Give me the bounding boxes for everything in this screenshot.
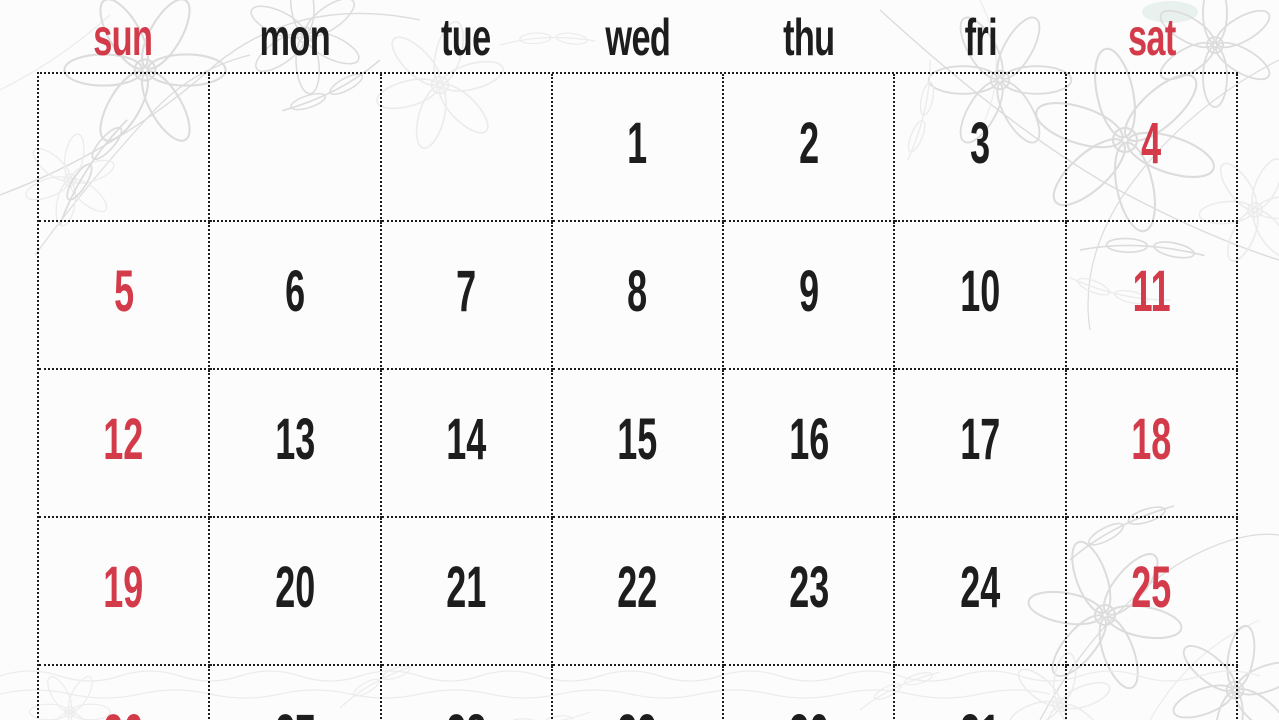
day-cell-29: 29: [553, 666, 725, 720]
date-label: 17: [960, 407, 1001, 472]
day-cell-20: 20: [210, 518, 382, 666]
day-cell-21: 21: [381, 518, 553, 666]
date-label: 22: [617, 555, 658, 620]
weekday-sun: sun: [93, 9, 153, 67]
day-cell-9: 9: [724, 222, 896, 370]
date-label: 21: [446, 555, 487, 620]
day-cell-8: 8: [552, 222, 725, 370]
date-label: 30: [789, 707, 829, 720]
day-cell-26: 26: [39, 666, 211, 720]
date-label: 31: [960, 707, 1000, 720]
day-cell-10: 10: [895, 222, 1067, 370]
day-cell-31: 31: [895, 666, 1067, 720]
day-cell-27: 27: [210, 666, 382, 720]
day-cell-16: 16: [724, 370, 896, 518]
date-label: 23: [788, 555, 829, 620]
date-label: 29: [617, 707, 657, 720]
date-label: 8: [627, 259, 648, 324]
date-label: 25: [1131, 555, 1172, 620]
day-cell-1: 1: [552, 74, 725, 222]
date-label: 10: [960, 259, 1001, 324]
date-label: 12: [103, 407, 144, 472]
day-cell-2: 2: [724, 74, 896, 222]
day-cell-17: 17: [895, 370, 1067, 518]
day-cell-24: 24: [895, 518, 1067, 666]
day-cell-19: 19: [39, 518, 211, 666]
day-cell-15: 15: [552, 370, 725, 518]
date-label: 11: [1132, 259, 1171, 324]
date-label: 26: [104, 707, 144, 720]
date-label: 28: [446, 707, 486, 720]
day-cell-11: 11: [1066, 222, 1238, 370]
date-label: 27: [275, 707, 315, 720]
day-cell-18: 18: [1066, 370, 1238, 518]
date-label: 1: [627, 111, 648, 176]
weekday-fri: fri: [964, 9, 997, 67]
date-label: 19: [103, 555, 144, 620]
date-label: 5: [113, 259, 134, 324]
day-cell-30: 30: [724, 666, 896, 720]
date-label: 7: [456, 259, 477, 324]
weekday-sat: sat: [1128, 9, 1177, 67]
date-label: 4: [1141, 111, 1162, 176]
day-cell-7: 7: [381, 222, 553, 370]
date-label: 2: [798, 111, 819, 176]
weekday-thu: thu: [783, 9, 835, 67]
calendar: sun mon tue wed thu fri sat 1 2 3 4 5 6 …: [37, 0, 1238, 720]
day-cell-empty: [1067, 666, 1238, 720]
date-label: 14: [446, 407, 487, 472]
day-cell-6: 6: [210, 222, 382, 370]
date-label: 15: [617, 407, 658, 472]
day-cell-4: 4: [1066, 74, 1238, 222]
day-cell-23: 23: [724, 518, 896, 666]
day-cell-14: 14: [381, 370, 553, 518]
floral-top-right-icon: [879, 0, 1279, 331]
day-cell-empty: [210, 74, 382, 222]
weekday-wed: wed: [605, 9, 670, 67]
floral-top-left-icon: [0, 0, 597, 256]
date-label: 20: [274, 555, 315, 620]
date-label: 9: [798, 259, 819, 324]
day-cell-12: 12: [39, 370, 211, 518]
weekday-header-row: sun mon tue wed thu fri sat: [37, 0, 1238, 72]
date-label: 13: [274, 407, 315, 472]
day-cell-3: 3: [895, 74, 1067, 222]
date-label: 24: [960, 555, 1001, 620]
day-cell-22: 22: [552, 518, 725, 666]
date-label: 18: [1131, 407, 1172, 472]
day-cell-empty: [39, 74, 211, 222]
day-cell-25: 25: [1066, 518, 1238, 666]
date-label: 16: [788, 407, 829, 472]
day-cell-empty: [381, 74, 553, 222]
weekday-tue: tue: [441, 9, 491, 67]
day-cell-13: 13: [210, 370, 382, 518]
day-cell-5: 5: [39, 222, 211, 370]
calendar-grid: 1 2 3 4 5 6 7 8 9 10 11 12 13 14 15 16 1…: [37, 72, 1238, 720]
date-label: 3: [970, 111, 991, 176]
date-label: 6: [284, 259, 305, 324]
weekday-mon: mon: [259, 9, 330, 67]
day-cell-28: 28: [382, 666, 553, 720]
